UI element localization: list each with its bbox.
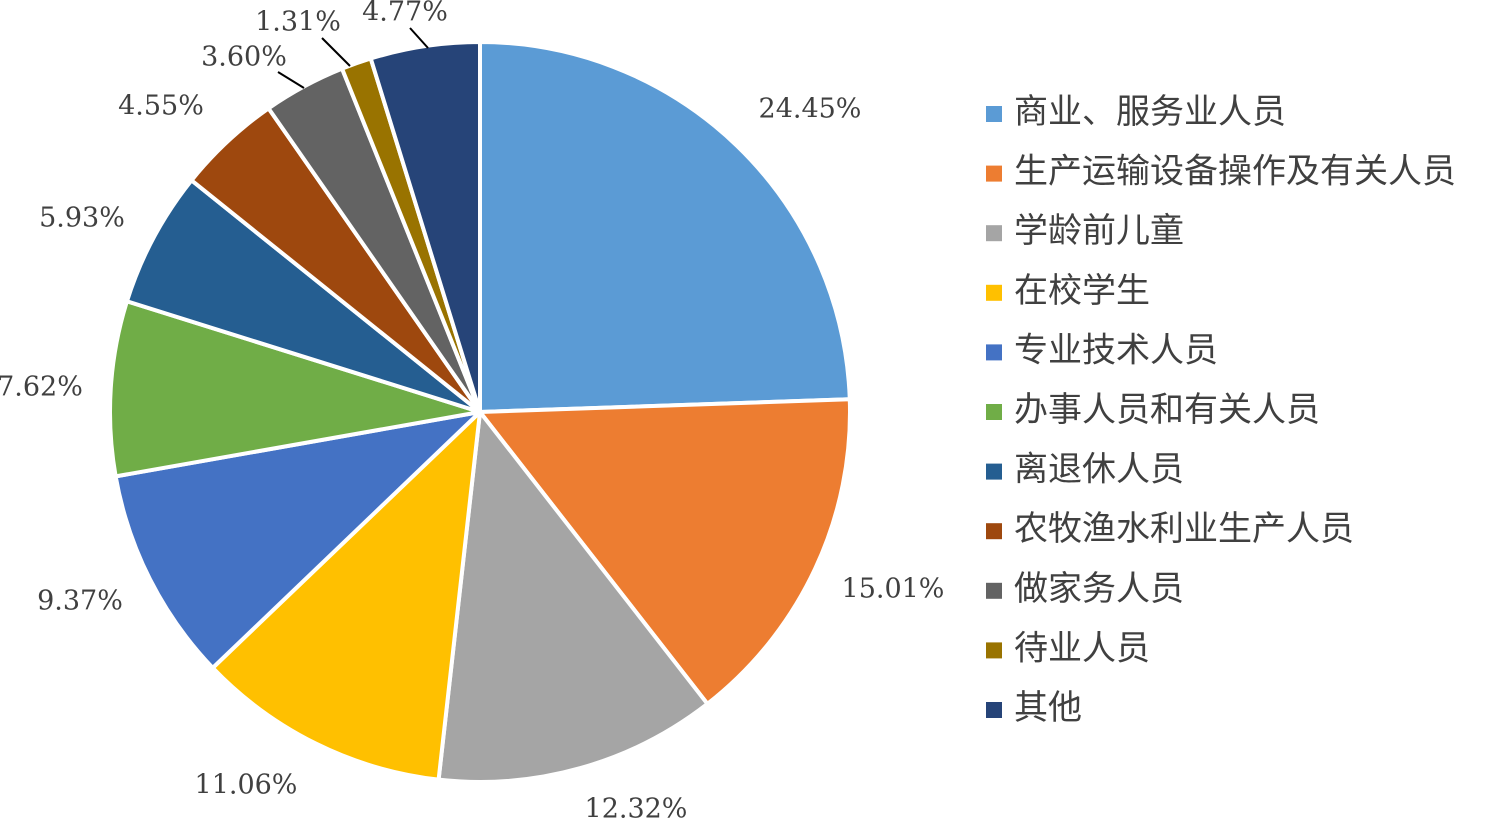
data-label: 12.32% <box>585 794 688 824</box>
data-label: 7.62% <box>0 372 83 403</box>
data-label: 1.31% <box>255 7 341 38</box>
leader-line <box>321 37 351 67</box>
data-label: 24.45% <box>759 94 862 125</box>
data-labels: 24.45% 15.01% 12.32% 11.06% 9.37% 7.62% 5.93% 4… <box>0 0 944 824</box>
legend-item: 商业、服务业人员 <box>986 92 1286 132</box>
leader-lines <box>277 27 429 89</box>
legend-label: 待业人员 <box>1014 628 1150 668</box>
legend-label: 做家务人员 <box>1014 569 1184 609</box>
legend-item: 离退休人员 <box>986 450 1184 490</box>
legend-swatch <box>986 702 1002 718</box>
legend-swatch <box>986 284 1002 301</box>
legend-label: 农牧渔水利业生产人员 <box>1014 509 1354 549</box>
leader-line <box>409 27 429 49</box>
leader-line <box>277 71 305 89</box>
legend-swatch <box>986 344 1002 361</box>
legend-label: 离退休人员 <box>1014 450 1184 490</box>
pie-slice <box>368 40 482 414</box>
data-label: 9.37% <box>37 586 123 617</box>
pie-slice <box>478 397 852 706</box>
legend-item: 在校学生 <box>986 271 1150 311</box>
data-label: 15.01% <box>842 574 945 605</box>
data-label: 3.60% <box>201 42 287 73</box>
data-label: 11.06% <box>195 770 298 801</box>
legend-item: 做家务人员 <box>986 569 1184 609</box>
legend-item: 其他 <box>986 688 1082 728</box>
pie-slice <box>108 299 482 479</box>
legend-swatch <box>986 463 1002 480</box>
pie-slice <box>124 178 482 414</box>
pie-slice <box>478 40 852 414</box>
pie-slice <box>436 410 710 784</box>
legend-item: 生产运输设备操作及有关人员 <box>986 152 1456 192</box>
legend-item: 学龄前儿童 <box>986 211 1184 251</box>
legend-item: 待业人员 <box>986 628 1150 668</box>
legend-swatch <box>986 582 1002 599</box>
legend-swatch <box>986 404 1002 420</box>
legend-label: 在校学生 <box>1014 271 1150 311</box>
legend-swatch <box>986 165 1002 182</box>
legend-swatch <box>986 106 1002 122</box>
data-label: 4.77% <box>362 0 448 28</box>
legend-label: 专业技术人员 <box>1014 330 1218 370</box>
legend-label: 办事人员和有关人员 <box>1014 390 1320 430</box>
legend-label: 商业、服务业人员 <box>1014 92 1286 132</box>
legend-swatch <box>986 642 1002 659</box>
legend-swatch <box>986 523 1002 540</box>
data-label: 5.93% <box>39 203 125 234</box>
pie-slices <box>108 40 852 784</box>
legend-item: 专业技术人员 <box>986 330 1218 370</box>
pie-slice <box>210 410 482 782</box>
legend-item: 办事人员和有关人员 <box>986 390 1320 430</box>
legend-item: 农牧渔水利业生产人员 <box>986 509 1354 549</box>
data-label: 4.55% <box>118 91 204 122</box>
legend: 商业、服务业人员生产运输设备操作及有关人员学龄前儿童在校学生专业技术人员办事人员… <box>986 92 1456 728</box>
legend-label: 生产运输设备操作及有关人员 <box>1014 152 1456 192</box>
pie-slice <box>113 410 482 670</box>
legend-swatch <box>986 225 1002 242</box>
legend-label: 学龄前儿童 <box>1014 211 1184 251</box>
legend-label: 其他 <box>1014 688 1082 728</box>
